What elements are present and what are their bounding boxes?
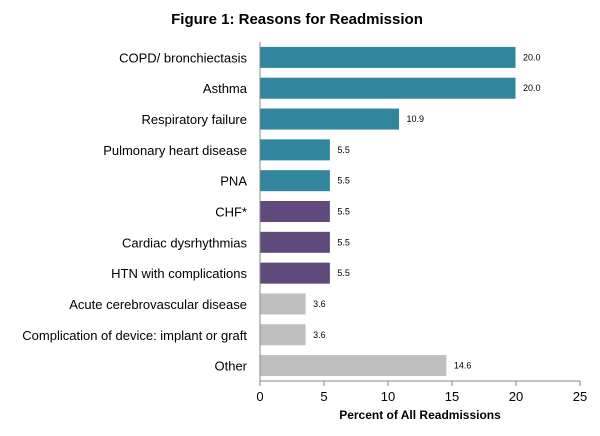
bar-4 bbox=[259, 169, 331, 193]
category-label-9: Complication of device: implant or graft bbox=[22, 328, 247, 343]
bar-0 bbox=[259, 45, 517, 69]
category-label-3: Pulmonary heart disease bbox=[103, 143, 247, 158]
bar-1 bbox=[259, 76, 517, 100]
data-label-7: 5.5 bbox=[337, 268, 350, 278]
category-labels-group: COPD/ bronchiectasis Asthma Respiratory fa… bbox=[22, 50, 247, 373]
category-label-8: Acute cerebrovascular disease bbox=[69, 297, 247, 312]
category-label-7: HTN with complications bbox=[111, 266, 247, 281]
category-label-5: CHF* bbox=[215, 205, 247, 220]
x-tick-label-0: 0 bbox=[256, 389, 263, 404]
x-tick-label-2: 10 bbox=[381, 389, 395, 404]
x-tick-label-1: 5 bbox=[320, 389, 327, 404]
chart-title: Figure 1: Reasons for Readmission bbox=[171, 11, 423, 28]
data-label-5: 5.5 bbox=[337, 207, 350, 217]
x-tick-label-3: 15 bbox=[445, 389, 459, 404]
bar-10 bbox=[259, 354, 448, 378]
category-label-0: COPD/ bronchiectasis bbox=[119, 50, 247, 65]
data-label-9: 3.6 bbox=[313, 330, 326, 340]
bar-9 bbox=[259, 323, 307, 347]
category-label-4: PNA bbox=[220, 174, 247, 189]
bars-group bbox=[259, 45, 517, 378]
bar-8 bbox=[259, 292, 307, 316]
data-label-0: 20.0 bbox=[523, 52, 541, 62]
data-label-10: 14.6 bbox=[454, 361, 472, 371]
x-axis-title: Percent of All Readmissions bbox=[339, 408, 501, 422]
data-label-2: 10.9 bbox=[407, 114, 425, 124]
data-label-4: 5.5 bbox=[337, 176, 350, 186]
category-label-2: Respiratory failure bbox=[142, 112, 248, 127]
data-labels-group: 20.0 20.0 10.9 5.5 5.5 5.5 5.5 5.5 3.6 3.6 14.6 bbox=[313, 52, 540, 370]
data-label-3: 5.5 bbox=[337, 145, 350, 155]
bar-7 bbox=[259, 261, 331, 285]
bar-6 bbox=[259, 230, 331, 254]
x-tick-label-5: 25 bbox=[573, 389, 587, 404]
data-label-8: 3.6 bbox=[313, 299, 326, 309]
x-ticks-group: 0 5 10 15 20 25 bbox=[256, 381, 587, 404]
bar-5 bbox=[259, 200, 331, 223]
category-label-1: Asthma bbox=[203, 81, 248, 96]
data-label-1: 20.0 bbox=[523, 83, 541, 93]
bar-3 bbox=[259, 138, 331, 162]
x-tick-label-4: 20 bbox=[509, 389, 523, 404]
category-label-10: Other bbox=[214, 359, 247, 374]
bar-2 bbox=[259, 107, 401, 131]
category-label-6: Cardiac dysrhythmias bbox=[122, 235, 247, 250]
data-label-6: 5.5 bbox=[337, 237, 350, 247]
